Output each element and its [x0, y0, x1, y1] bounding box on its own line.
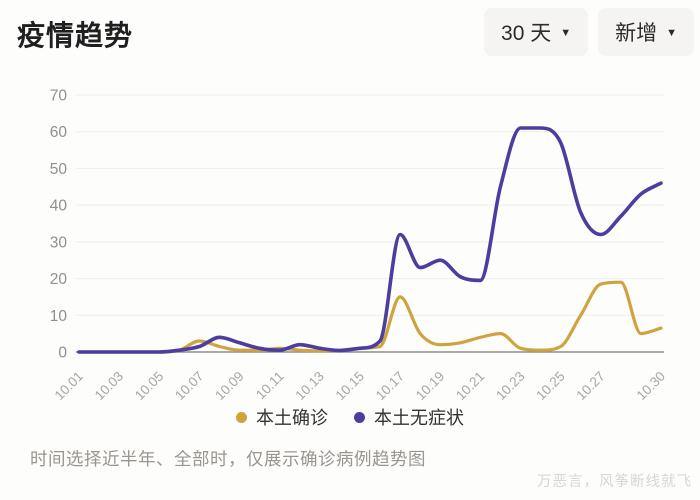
y-axis-label: 30	[50, 234, 68, 251]
y-axis-label: 10	[50, 308, 68, 325]
series-line-asymptomatic[interactable]	[77, 126, 663, 354]
y-axis-label: 50	[50, 161, 68, 178]
dropdown-controls: 30 天 ▼ 新增 ▼	[484, 8, 694, 56]
chart-legend: 本土确诊 本土无症状	[0, 404, 700, 430]
panel-header: 疫情趋势 30 天 ▼ 新增 ▼	[17, 8, 694, 60]
x-axis-label: 10.11	[253, 369, 287, 402]
legend-item-asymptomatic[interactable]: 本土无症状	[354, 404, 464, 430]
x-axis-label: 10.05	[132, 369, 167, 402]
y-axis-label: 20	[50, 271, 68, 288]
x-axis-label: 10.07	[172, 369, 207, 402]
y-axis-label: 60	[50, 124, 68, 141]
chevron-down-icon: ▼	[560, 27, 572, 39]
page-title: 疫情趋势	[17, 20, 134, 51]
x-axis-label: 10.21	[453, 369, 488, 402]
chevron-down-icon: ▼	[666, 27, 677, 39]
y-axis-label: 40	[50, 198, 68, 215]
series-line-confirmed[interactable]	[77, 280, 663, 354]
y-axis-label: 70	[50, 88, 68, 105]
x-axis-label: 10.03	[92, 369, 127, 402]
x-axis-label: 10.30	[634, 369, 669, 402]
time-range-value: 30 天	[501, 22, 552, 45]
x-axis-label: 10.15	[333, 369, 368, 402]
x-axis-label: 10.17	[373, 369, 408, 402]
x-axis-label: 10.09	[212, 369, 247, 402]
time-range-dropdown[interactable]: 30 天 ▼	[484, 8, 589, 56]
x-axis-label: 10.13	[292, 369, 327, 402]
x-axis-label: 10.19	[413, 369, 448, 402]
metric-type-value: 新增	[615, 22, 658, 45]
x-axis-label: 10.27	[573, 369, 608, 402]
x-axis-label: 10.23	[493, 369, 528, 402]
watermark: 万恶言，风筝断线就飞	[537, 474, 692, 490]
legend-item-confirmed[interactable]: 本土确诊	[236, 404, 328, 430]
confirmed-series-dot-icon	[236, 411, 247, 423]
y-axis-label: 0	[58, 345, 67, 362]
x-axis-label: 10.01	[52, 369, 87, 402]
footnote: 时间选择近半年、全部时，仅展示确诊病例趋势图	[30, 449, 426, 469]
legend-label-confirmed: 本土确诊	[256, 408, 328, 428]
trend-chart: 0 10 20 30 40 50 60 70 10.01 10.03 10.05 10.07 10.09…	[50, 88, 669, 403]
legend-label-asymptomatic: 本土无症状	[374, 408, 464, 428]
x-axis-label: 10.25	[533, 369, 568, 402]
metric-type-dropdown[interactable]: 新增 ▼	[598, 8, 694, 56]
asymptomatic-series-dot-icon	[354, 411, 365, 423]
